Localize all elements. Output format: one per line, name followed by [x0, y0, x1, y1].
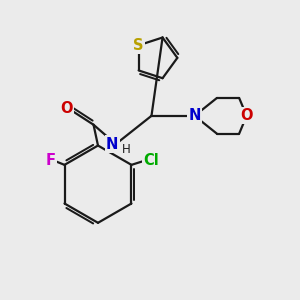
Text: H: H — [122, 143, 130, 156]
Text: Cl: Cl — [143, 153, 159, 168]
Text: F: F — [45, 153, 56, 168]
Text: O: O — [240, 108, 253, 123]
Text: N: N — [188, 108, 201, 123]
Text: S: S — [134, 38, 144, 53]
Text: N: N — [106, 136, 118, 152]
Text: O: O — [61, 101, 73, 116]
